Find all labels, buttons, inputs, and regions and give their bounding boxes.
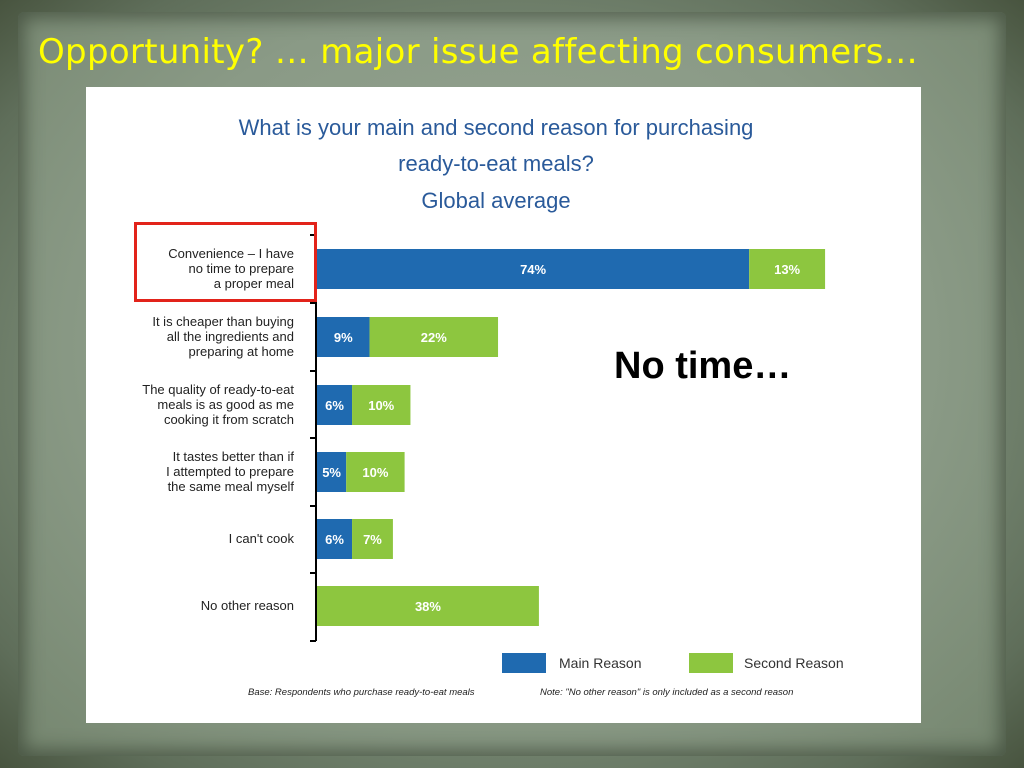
bar-main-4 xyxy=(317,519,353,559)
bar-main-3 xyxy=(317,452,347,492)
legend-swatch-1 xyxy=(689,653,733,673)
bar-second-5 xyxy=(317,586,539,626)
data-label: 5% xyxy=(322,465,341,480)
bar-main-2 xyxy=(317,385,353,425)
chart-title-line-1: What is your main and second reason for … xyxy=(238,115,754,140)
callout-text: No time… xyxy=(614,345,792,387)
data-label: 22% xyxy=(421,330,447,345)
category-label: It tastes better than if xyxy=(173,449,295,464)
chart-title-line-2: ready-to-eat meals? xyxy=(398,151,594,176)
bar-second-2 xyxy=(352,385,411,425)
category-label: no time to prepare xyxy=(188,261,294,276)
category-label: a proper meal xyxy=(214,276,294,291)
category-label: preparing at home xyxy=(188,344,294,359)
data-label: 6% xyxy=(325,532,344,547)
bar-second-0 xyxy=(749,249,826,289)
bar-main-0 xyxy=(317,249,750,289)
category-label: Convenience – I have xyxy=(168,246,294,261)
data-label: 38% xyxy=(415,599,441,614)
category-label: the same meal myself xyxy=(168,479,295,494)
data-label: 13% xyxy=(774,262,800,277)
category-label: No other reason xyxy=(201,598,294,613)
chart-panel: What is your main and second reason for … xyxy=(86,87,921,723)
legend-swatch-0 xyxy=(502,653,546,673)
footnote-note: Note: "No other reason" is only included… xyxy=(540,687,794,698)
highlight-box xyxy=(134,222,317,302)
category-label: meals is as good as me xyxy=(157,397,294,412)
slide-title: Opportunity? … major issue affecting con… xyxy=(38,32,919,72)
category-label: The quality of ready-to-eat xyxy=(142,382,294,397)
legend-label-1: Second Reason xyxy=(744,655,844,671)
bar-second-1 xyxy=(369,317,499,357)
category-label: I attempted to prepare xyxy=(166,464,294,479)
data-label: 9% xyxy=(334,330,353,345)
data-label: 10% xyxy=(362,465,388,480)
category-label: I can't cook xyxy=(229,531,295,546)
data-label: 7% xyxy=(363,532,382,547)
data-label: 74% xyxy=(520,262,546,277)
chart-title-line-3: Global average xyxy=(421,188,571,213)
bar-second-4 xyxy=(352,519,393,559)
bar-second-3 xyxy=(346,452,405,492)
category-label: all the ingredients and xyxy=(167,329,294,344)
data-label: 6% xyxy=(325,398,344,413)
category-label: It is cheaper than buying xyxy=(152,314,294,329)
legend-label-0: Main Reason xyxy=(559,655,642,671)
footnote-base: Base: Respondents who purchase ready-to-… xyxy=(248,687,475,698)
data-label: 10% xyxy=(368,398,394,413)
bar-main-1 xyxy=(317,317,370,357)
category-label: cooking it from scratch xyxy=(164,412,294,427)
